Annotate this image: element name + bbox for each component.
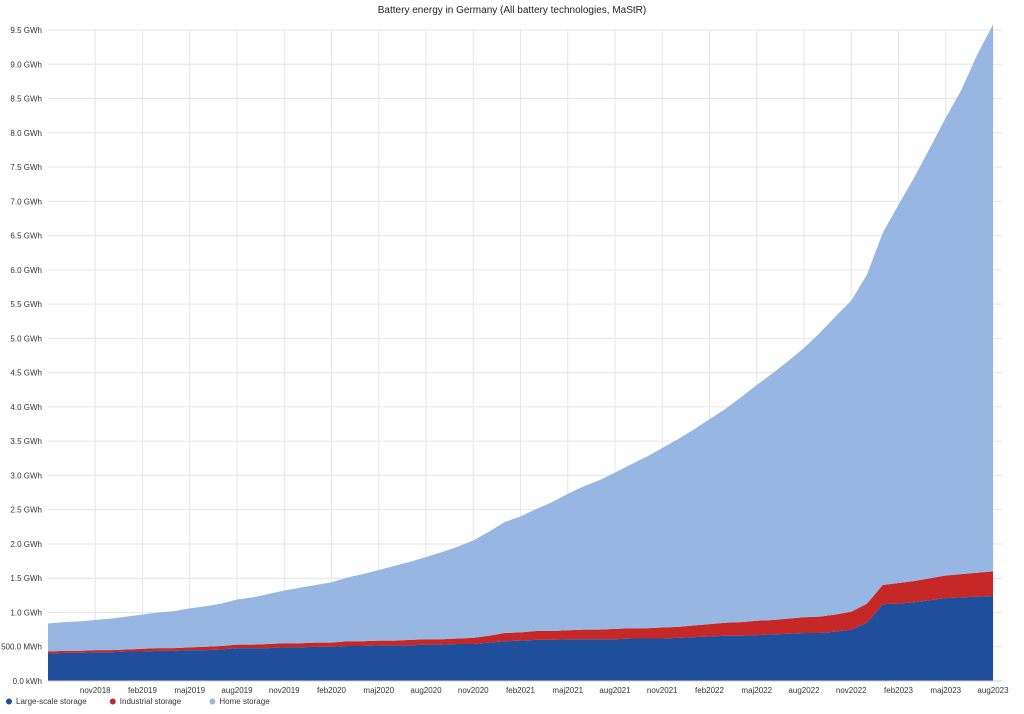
x-tick-label: feb2019 [128,686,157,695]
legend: Large-scale storage Industrial storage Hom… [6,697,270,706]
y-tick-label: 8.5 GWh [10,95,42,104]
area-large-scale-storage [48,596,993,681]
y-tick-label: 6.0 GWh [10,266,42,275]
y-tick-label: 2.0 GWh [10,540,42,549]
y-tick-label: 8.0 GWh [10,129,42,138]
x-tick-label: maj2020 [363,686,394,695]
x-tick-label: aug2023 [977,686,1009,695]
legend-swatch-industrial-storage [109,698,116,705]
y-tick-label: 4.0 GWh [10,403,42,412]
x-tick-label: nov2020 [458,686,489,695]
chart-title: Battery energy in Germany (All battery t… [378,5,646,16]
y-axis: 0.0 kWh 500.0 MWh 1.0 GWh 1.5 GWh 2.0 GWh 2.5… [1,26,42,686]
x-tick-label: maj2021 [552,686,583,695]
y-tick-label: 1.0 GWh [10,608,42,617]
x-tick-label: feb2023 [884,686,913,695]
x-tick-label: feb2022 [695,686,724,695]
x-tick-label: nov2022 [836,686,867,695]
x-tick-label: feb2020 [317,686,346,695]
y-tick-label: 2.5 GWh [10,506,42,515]
legend-label-large-scale-storage: Large-scale storage [16,697,87,706]
x-tick-label: aug2019 [221,686,253,695]
legend-swatch-large-scale-storage [6,698,12,705]
x-tick-label: maj2019 [174,686,205,695]
x-tick-label: feb2021 [506,686,535,695]
area-layer [48,24,993,681]
area-industrial-storage [48,571,993,654]
x-tick-label: nov2019 [269,686,300,695]
x-tick-label: aug2022 [788,686,820,695]
y-tick-label: 6.5 GWh [10,232,42,241]
y-tick-label: 3.0 GWh [10,471,42,480]
y-tick-label: 7.0 GWh [10,197,42,206]
y-tick-label: 5.5 GWh [10,300,42,309]
y-tick-label: 9.5 GWh [10,26,42,35]
x-axis: nov2018 feb2019 maj2019 aug2019 nov2019 feb20… [48,680,1009,695]
y-tick-label: 4.5 GWh [10,369,42,378]
x-tick-label: aug2020 [410,686,442,695]
y-tick-label: 500.0 MWh [1,643,42,652]
legend-label-industrial-storage: Industrial storage [120,697,182,706]
legend-swatch-home-storage [209,698,216,705]
y-tick-label: 5.0 GWh [10,334,42,343]
y-tick-label: 1.5 GWh [10,574,42,583]
x-tick-label: aug2021 [599,686,631,695]
y-tick-label: 3.5 GWh [10,437,42,446]
y-tick-label: 0.0 kWh [13,677,42,686]
area-home-storage [48,24,993,652]
y-tick-label: 9.0 GWh [10,60,42,69]
legend-label-home-storage: Home storage [219,697,270,706]
x-tick-label: nov2018 [80,686,111,695]
x-tick-label: maj2022 [741,686,772,695]
x-tick-label: maj2023 [930,686,961,695]
x-tick-label: nov2021 [647,686,678,695]
y-tick-label: 7.5 GWh [10,163,42,172]
